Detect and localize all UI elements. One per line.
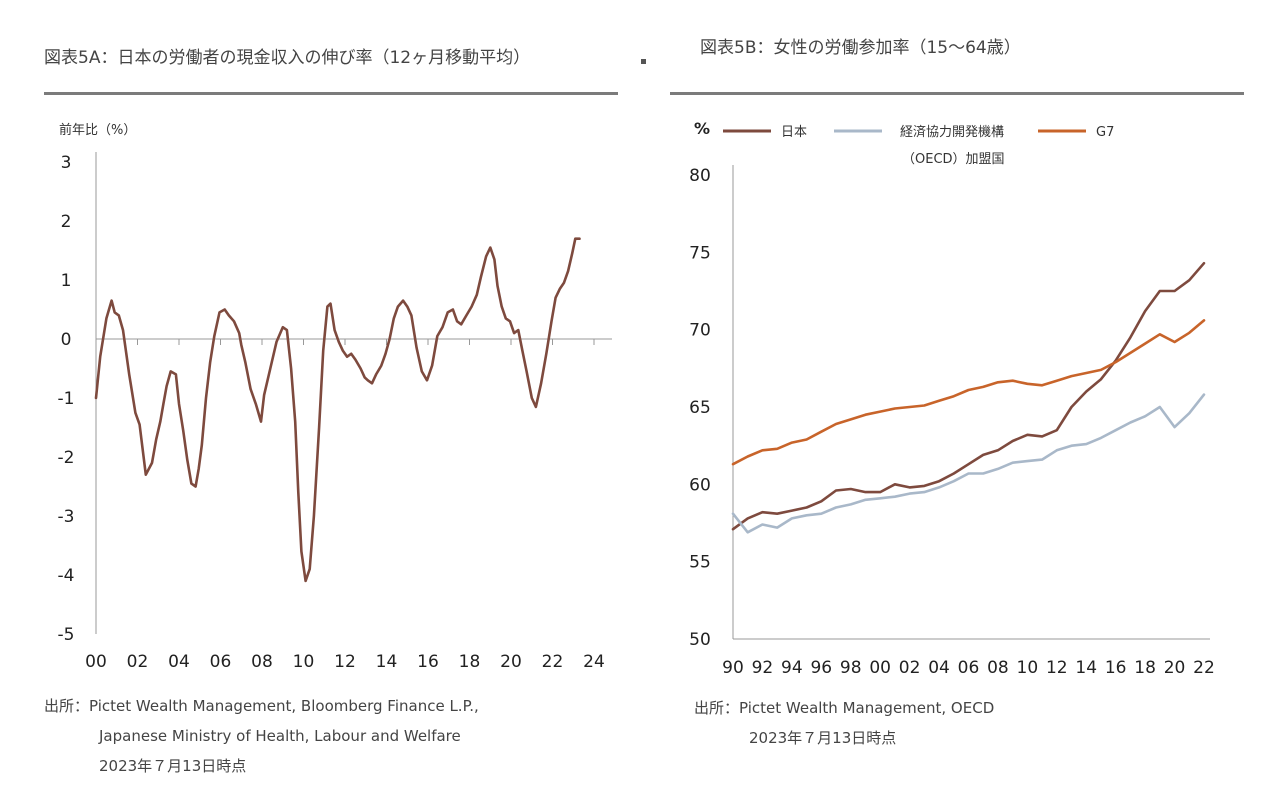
chart-b-y-tick-label: 50	[689, 630, 711, 650]
chart-a-unit-label: 前年比（%）	[59, 122, 136, 138]
chart-b-series-line-0	[731, 261, 1206, 531]
left-chart-title: 図表5A：日本の労働者の現金収入の伸び率（12ヶ月移動平均）	[44, 48, 531, 68]
chart-a-y-tick-label: -2	[58, 448, 75, 468]
chart-a-x-tick-label: 08	[251, 652, 273, 672]
chart-a-x-tick-label: 12	[334, 652, 356, 672]
chart-a-y-tick-label: -5	[58, 625, 75, 645]
chart-b-y-tick-label: 55	[689, 553, 711, 573]
separator-dot	[641, 59, 646, 64]
right-title-rule	[670, 92, 1244, 95]
chart-a-y-tick-label: -1	[58, 389, 75, 409]
chart-b-x-tick-label: 04	[928, 658, 950, 678]
chart-a-y-tick-label: -3	[58, 507, 75, 527]
chart-b-x-tick-label: 98	[840, 658, 862, 678]
chart-b-x-tick-label: 20	[1164, 658, 1186, 678]
chart-b-x-tick-label: 10	[1017, 658, 1039, 678]
right-source: 出所：Pictet Wealth Management, OECD 2023年７…	[694, 693, 994, 753]
chart-b-y-tick-label: 65	[689, 398, 711, 418]
chart-b-x-tick-label: 02	[899, 658, 921, 678]
chart-b-series-group	[731, 261, 1206, 534]
chart-b-x-tick-label: 92	[752, 658, 774, 678]
chart-b-x-tick-label: 90	[722, 658, 744, 678]
chart-b-legend: 日本 経済協力開発機構 （OECD）加盟国 G7	[723, 124, 1114, 167]
chart-a-x-tick-label: 00	[85, 652, 107, 672]
legend-label-2: G7	[1096, 125, 1114, 140]
chart-a-x-tick-label: 10	[293, 652, 315, 672]
chart-b-x-tick-label: 14	[1075, 658, 1097, 678]
chart-b-x-tick-label: 08	[987, 658, 1009, 678]
left-source-line-2: Japanese Ministry of Health, Labour and …	[99, 727, 461, 745]
left-source: 出所：Pictet Wealth Management, Bloomberg F…	[44, 691, 479, 781]
chart-b-x-tick-label: 96	[810, 658, 832, 678]
left-source-line-1: 出所：Pictet Wealth Management, Bloomberg F…	[44, 697, 479, 715]
legend-label-1-line-2: （OECD）加盟国	[902, 152, 1005, 167]
left-source-line-3: 2023年７月13日時点	[99, 757, 247, 775]
legend-label-0: 日本	[781, 125, 807, 140]
chart-b-x-tick-label: 06	[958, 658, 980, 678]
chart-a-x-tick-label: 02	[127, 652, 149, 672]
chart-b-unit-label: %	[694, 119, 710, 138]
chart-a-y-tick-label: 0	[61, 330, 72, 350]
chart-b-series-line-1	[731, 393, 1206, 534]
chart-a-y-tick-label: -4	[58, 566, 75, 586]
chart-a-y-tick-label: 3	[61, 153, 72, 173]
chart-b-y-tick-label: 80	[689, 166, 711, 186]
right-source-line-2: 2023年７月13日時点	[749, 729, 897, 747]
chart-a-x-tick-label: 18	[459, 652, 481, 672]
chart-a-x-tick-label: 22	[542, 652, 564, 672]
chart-a-x-axis: 00 02 04 06 08 10 12 14 16 18 20 22 24	[85, 338, 612, 672]
chart-a-y-tick-label: 2	[61, 212, 72, 232]
chart-a-series-line-0	[94, 237, 581, 583]
chart-a-x-tick-label: 04	[168, 652, 190, 672]
chart-b-x-tick-label: 12	[1046, 658, 1068, 678]
right-chart-title: 図表5B：女性の労働参加率（15～64歳）	[700, 38, 1021, 58]
chart-b-y-tick-label: 75	[689, 243, 711, 263]
chart-a-y-tick-label: 1	[61, 271, 72, 291]
chart-b-x-tick-label: 94	[781, 658, 803, 678]
chart-b-series-line-2	[731, 319, 1206, 466]
chart-b-x-tick-label: 16	[1105, 658, 1127, 678]
chart-b-x-tick-label: 22	[1193, 658, 1215, 678]
chart-b-x-tick-label: 00	[869, 658, 891, 678]
legend-label-1: 経済協力開発機構	[900, 124, 1004, 140]
left-title-rule	[44, 92, 618, 95]
chart-b-x-tick-label: 18	[1134, 658, 1156, 678]
right-source-line-1: 出所：Pictet Wealth Management, OECD	[694, 699, 995, 717]
chart-a-series-group	[94, 237, 581, 583]
chart-b-x-axis: 90 92 94 96 98 00 02 04 06 08 10 12 14 16 18 20 22	[722, 638, 1215, 678]
chart-a-x-tick-label: 14	[376, 652, 398, 672]
chart-b-y-axis: 80 75 70 65 60 55 50	[689, 165, 734, 650]
chart-a-x-tick-label: 06	[210, 652, 232, 672]
chart-b-y-tick-label: 60	[689, 475, 711, 495]
chart-a-x-tick-label: 24	[583, 652, 605, 672]
chart-a-x-tick-label: 16	[417, 652, 439, 672]
chart-a-x-tick-label: 20	[500, 652, 522, 672]
chart-b-y-tick-label: 70	[689, 321, 711, 341]
